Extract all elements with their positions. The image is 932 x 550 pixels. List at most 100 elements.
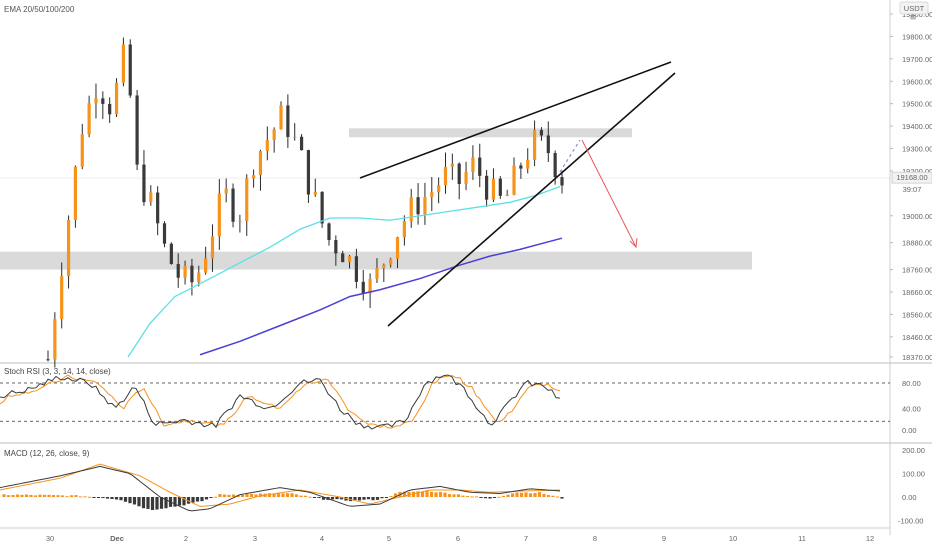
price-tick-label: 18880.00 — [902, 239, 932, 248]
projection-arrow-head — [629, 237, 638, 249]
candle-body — [156, 192, 160, 224]
macd-histogram-bar — [542, 493, 546, 497]
drawings-group[interactable] — [359, 61, 676, 327]
macd-histogram-bar — [524, 492, 528, 497]
price-tick-label: 19600.00 — [902, 77, 932, 86]
candle-body — [73, 166, 78, 220]
price-tick-label: 19000.00 — [902, 212, 932, 221]
macd-histogram-bar — [204, 497, 209, 500]
candle-body — [108, 103, 112, 115]
candle-body — [457, 163, 461, 185]
macd-histogram-bar — [411, 491, 416, 497]
macd-histogram-bar — [551, 495, 555, 497]
stoch-rsi-label[interactable]: Stoch RSI (3, 3, 14, 14, close) — [4, 367, 111, 376]
macd-histogram-bar — [33, 495, 38, 497]
macd-histogram-bar — [425, 490, 429, 497]
macd-histogram-bar — [24, 494, 29, 497]
macd-histogram-bar — [42, 494, 47, 497]
macd-histogram-bar — [218, 494, 222, 497]
macd-line — [0, 465, 561, 512]
candle-body — [162, 223, 167, 244]
candle-body — [190, 265, 194, 283]
macd-histogram-bar — [537, 492, 542, 497]
macd-histogram-bar — [389, 496, 393, 498]
currency-badge[interactable] — [899, 1, 929, 15]
macd-histogram-bar — [317, 497, 321, 499]
macd-panel — [0, 463, 564, 512]
macd-histogram-bar — [366, 497, 371, 500]
macd-histogram-bar — [506, 494, 510, 497]
price-tick-label: 19300.00 — [902, 145, 932, 154]
macd-histogram-bar — [182, 497, 186, 506]
candle-body — [272, 129, 276, 141]
candle-body — [252, 175, 256, 179]
macd-histogram-bar — [479, 497, 483, 498]
macd-histogram-bar — [303, 495, 308, 497]
candle-body — [245, 178, 249, 221]
candle-body — [313, 191, 317, 195]
macd-tick-200: 200.00 — [902, 446, 925, 455]
macd-histogram-bar — [47, 494, 51, 497]
macd-histogram-bar — [461, 495, 465, 497]
macd-histogram-bar — [465, 495, 470, 497]
candle-body — [204, 258, 208, 273]
wedge-lower-trendline — [387, 72, 676, 327]
grid-layer — [0, 177, 932, 444]
candle-body — [128, 44, 132, 96]
macd-histogram-bar — [132, 497, 137, 505]
macd-histogram-bar — [155, 497, 159, 510]
macd-label[interactable]: MACD (12, 26, close, 9) — [4, 449, 90, 458]
candle-body — [368, 278, 372, 294]
macd-tick-neg100: -100.00 — [898, 517, 923, 526]
stoch-k-line — [0, 374, 561, 430]
time-tick-label: 3 — [253, 534, 257, 543]
candle-body — [279, 105, 283, 130]
menu-icon[interactable]: ≡ — [909, 13, 917, 23]
candle-body — [382, 264, 386, 269]
candle-body — [80, 134, 84, 167]
ema-slow-line — [199, 237, 563, 356]
macd-signal-line — [0, 463, 561, 507]
macd-histogram-bar — [191, 497, 195, 503]
macd-histogram-bar — [429, 491, 434, 497]
time-tick-label: 6 — [456, 534, 460, 543]
macd-histogram-bar — [281, 493, 285, 497]
macd-histogram-bar — [519, 492, 524, 497]
candle-body — [169, 243, 173, 264]
macd-histogram-bar — [447, 494, 452, 497]
ema-legend[interactable]: EMA 20/50/100/200 — [4, 5, 75, 14]
macd-histogram-bar — [456, 494, 461, 497]
macd-histogram-bar — [515, 492, 519, 497]
macd-histogram-bar — [96, 497, 101, 498]
time-tick-label: 5 — [387, 534, 391, 543]
macd-histogram-bar — [294, 494, 299, 497]
candle-body — [53, 319, 57, 360]
macd-histogram-bar — [114, 497, 119, 500]
macd-histogram-bar — [290, 493, 294, 497]
candle-body — [526, 159, 530, 169]
macd-histogram-bar — [497, 496, 501, 498]
candle-body — [183, 265, 187, 278]
macd-axis-labels: 200.00 100.00 0.00 -100.00 — [898, 446, 925, 526]
resistance-zone[interactable] — [349, 128, 632, 138]
stoch-tick-40: 40.00 — [902, 405, 921, 414]
macd-histogram-bar — [267, 493, 272, 497]
price-tick-label: 18560.00 — [902, 310, 932, 319]
candle-body — [437, 185, 441, 193]
macd-histogram-bar — [380, 497, 384, 499]
candle-body — [320, 191, 324, 224]
macd-histogram-bar — [78, 496, 83, 498]
price-tick-label: 18660.00 — [902, 288, 932, 297]
price-tick-label: 19800.00 — [902, 32, 932, 41]
macd-histogram-bar — [51, 495, 56, 497]
macd-histogram-bar — [492, 497, 497, 498]
candle-body — [347, 256, 352, 263]
macd-histogram-bar — [74, 495, 78, 497]
macd-histogram-bar — [470, 496, 474, 498]
support-zone[interactable] — [0, 251, 752, 270]
ema-lines — [127, 186, 563, 358]
candle-body — [389, 258, 393, 265]
macd-histogram-bar — [200, 497, 204, 502]
macd-histogram-bar — [137, 497, 141, 507]
